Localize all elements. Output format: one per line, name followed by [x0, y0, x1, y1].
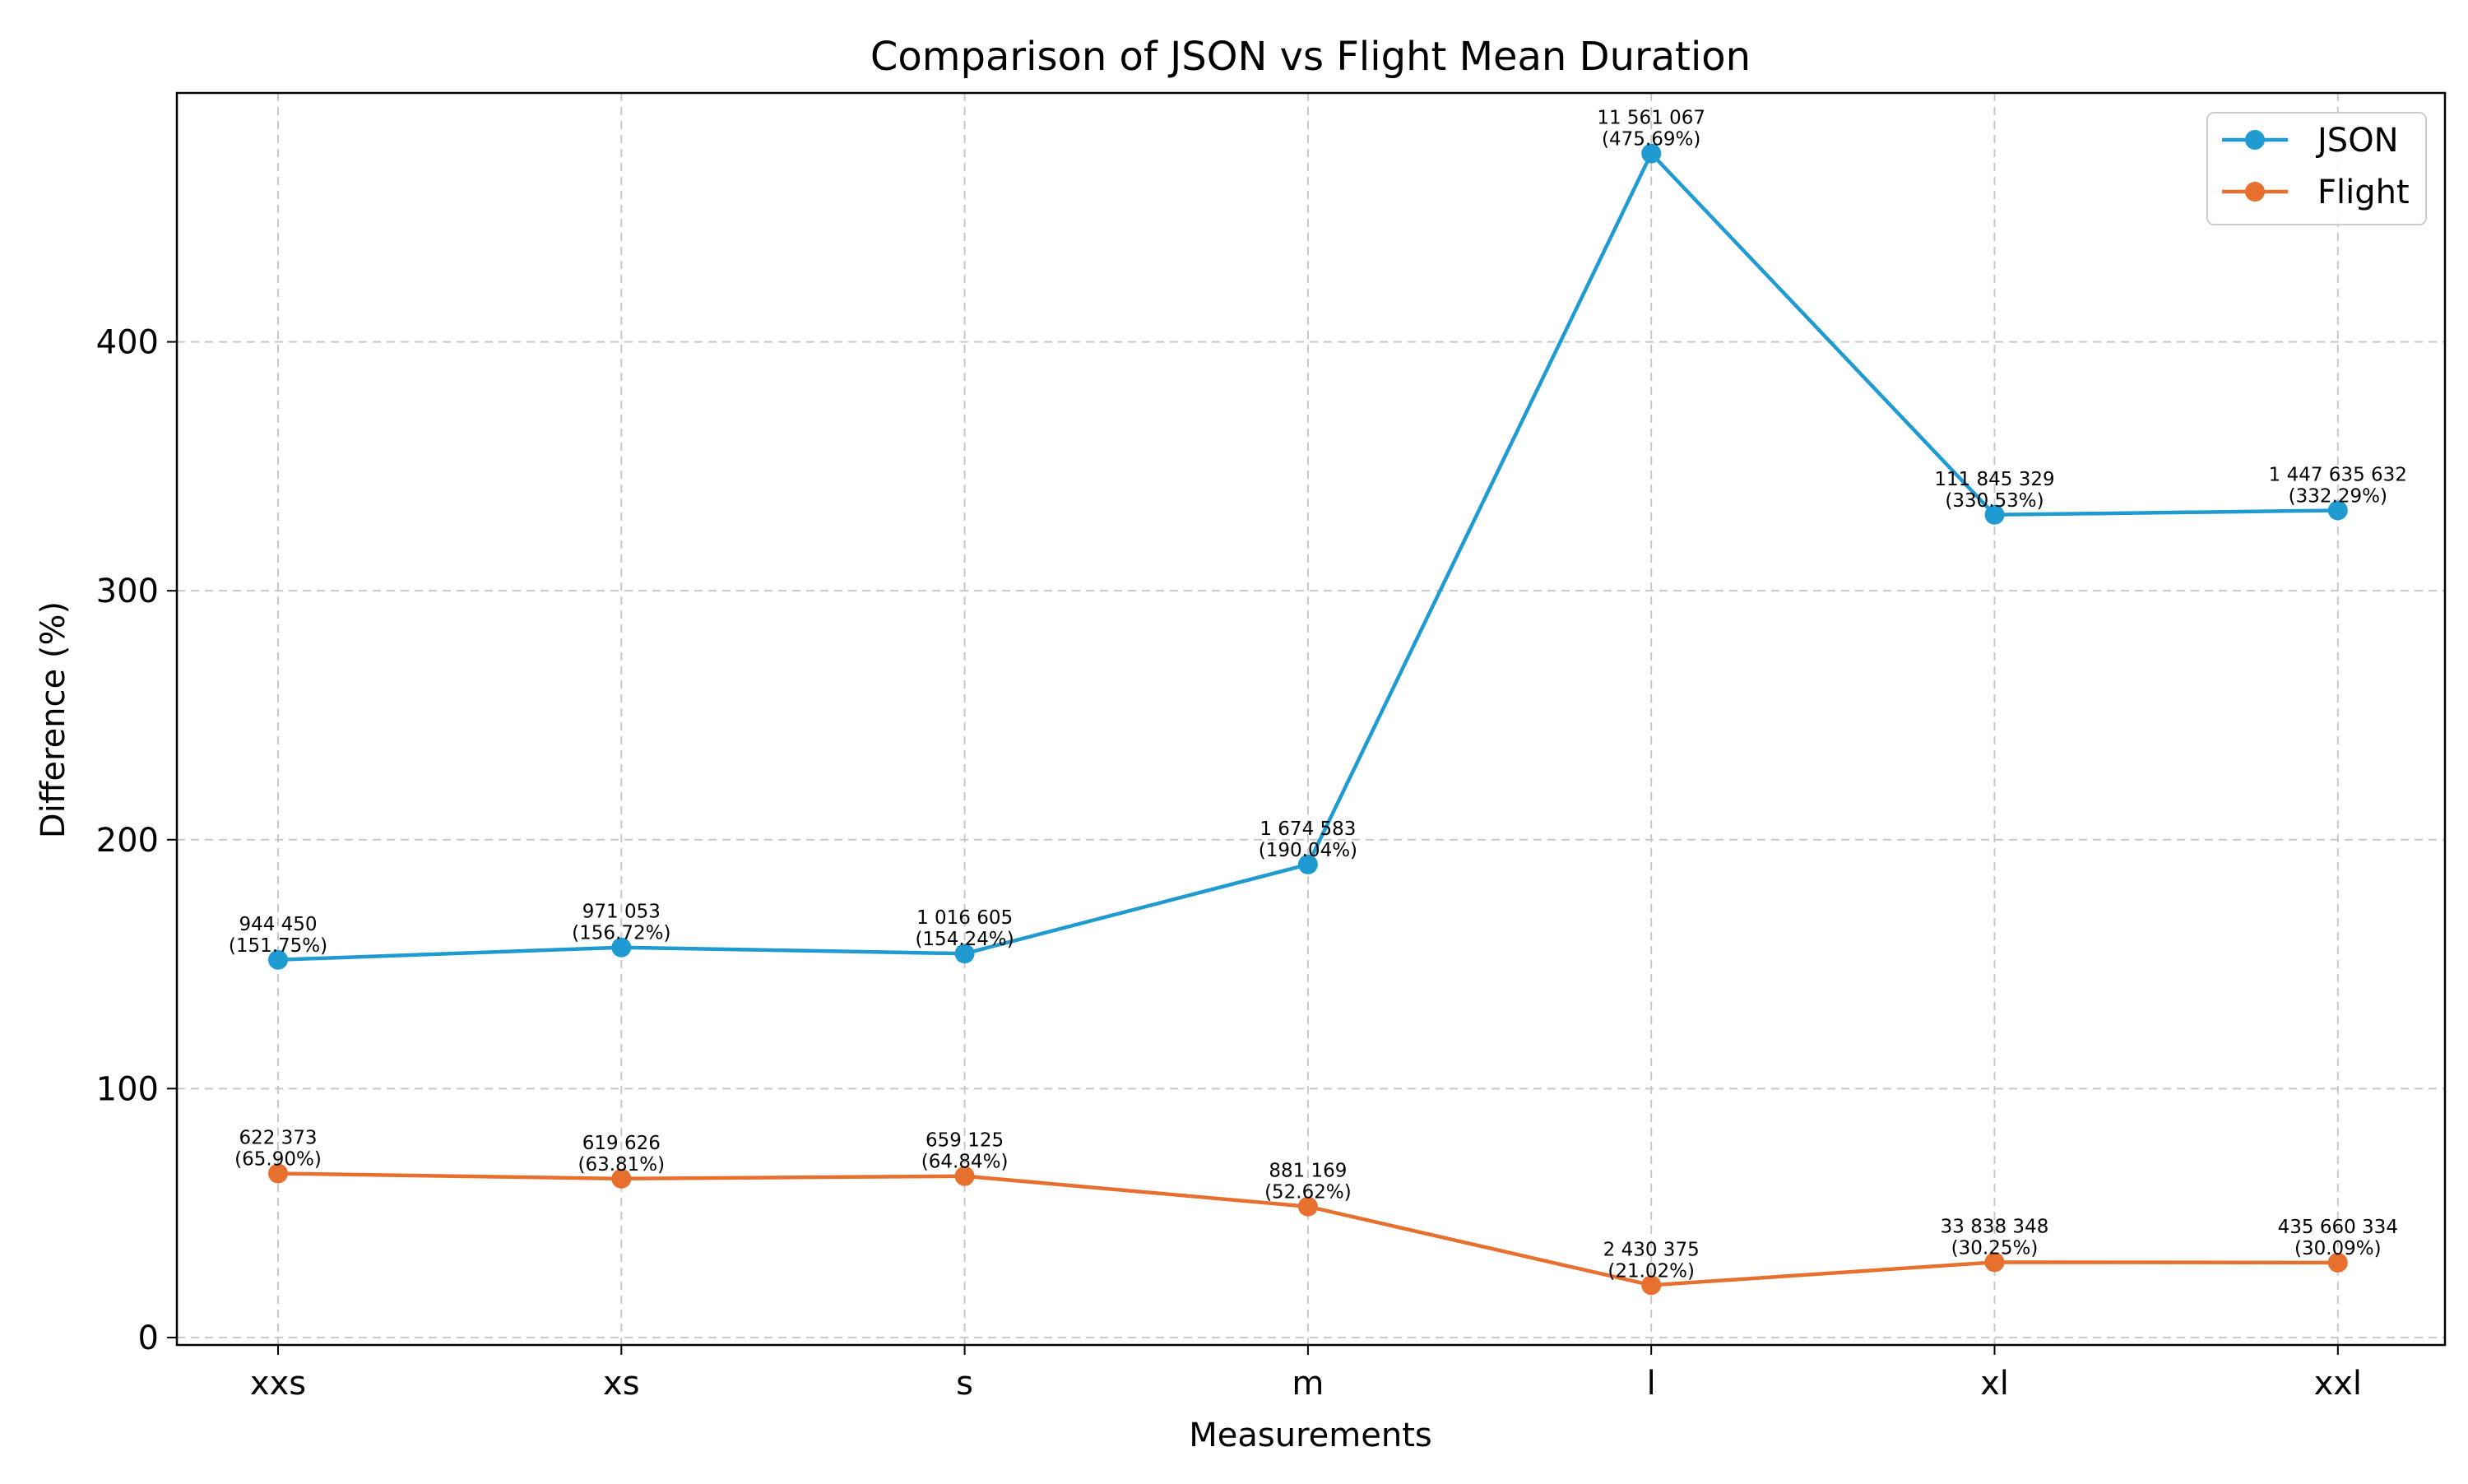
data-label: (30.25%) [1951, 1237, 2039, 1259]
data-point-flight [1297, 1196, 1318, 1217]
chart-title: Comparison of JSON vs Flight Mean Durati… [870, 34, 1751, 80]
x-tick-label: s [956, 1365, 973, 1403]
data-label: 111 845 329 [1934, 469, 2054, 490]
data-label: (63.81%) [578, 1154, 665, 1176]
data-label: (30.09%) [2294, 1238, 2382, 1259]
x-tick-label: xs [603, 1365, 640, 1403]
data-label: 622 373 [239, 1128, 317, 1149]
data-label: (64.84%) [921, 1152, 1009, 1173]
plot-frame [175, 91, 2447, 1347]
legend-marker-json [2245, 130, 2265, 150]
data-label: (475.69%) [1602, 129, 1700, 151]
data-point-flight [2327, 1252, 2348, 1273]
legend-label-flight: Flight [2317, 174, 2410, 211]
data-point-flight [268, 1163, 288, 1184]
x-axis-label: Measurements [1189, 1417, 1431, 1454]
y-tick-label: 200 [96, 822, 159, 860]
data-point-json [954, 944, 975, 964]
data-label: 11 561 067 [1597, 108, 1705, 129]
data-label: 33 838 348 [1941, 1216, 2049, 1237]
data-label: (156.72%) [572, 923, 670, 944]
data-point-json [268, 949, 288, 970]
data-label: (190.04%) [1259, 840, 1357, 861]
data-label: 881 169 [1269, 1161, 1347, 1182]
data-label: 1 016 605 [916, 907, 1013, 929]
data-label: 2 430 375 [1603, 1239, 1700, 1260]
y-tick-label: 300 [96, 573, 159, 610]
data-label: 1 674 583 [1260, 819, 1356, 840]
legend-marker-flight [2245, 182, 2265, 202]
x-tick-label: l [1647, 1365, 1656, 1403]
y-axis-label: Difference (%) [35, 601, 72, 838]
data-label: (154.24%) [915, 929, 1014, 950]
data-label: (65.90%) [234, 1149, 322, 1171]
data-label: 1 447 635 632 [2269, 464, 2407, 485]
y-tick-label: 0 [138, 1319, 159, 1357]
legend-label-json: JSON [2315, 122, 2399, 160]
x-tick-label: xl [1980, 1365, 2009, 1403]
data-point-json [2327, 500, 2348, 521]
data-point-flight [954, 1166, 975, 1186]
data-label: 619 626 [582, 1133, 661, 1154]
y-tick-label: 400 [96, 324, 159, 362]
data-label: (330.53%) [1945, 490, 2044, 512]
data-point-json [1984, 504, 2005, 525]
x-tick-label: xxs [250, 1365, 306, 1403]
data-point-json [1641, 143, 1662, 164]
data-label: (151.75%) [229, 935, 327, 957]
x-tick-label: xxl [2314, 1365, 2362, 1403]
data-label: (332.29%) [2289, 485, 2387, 507]
data-point-flight [1641, 1275, 1662, 1296]
data-label: 944 450 [239, 914, 317, 935]
data-point-json [611, 937, 632, 958]
data-point-json [1297, 854, 1318, 874]
data-label: 659 125 [926, 1130, 1004, 1152]
y-tick-label: 100 [96, 1070, 159, 1108]
data-label: (52.62%) [1264, 1182, 1352, 1203]
x-tick-label: m [1292, 1365, 1324, 1403]
data-label: 971 053 [582, 902, 661, 923]
data-point-flight [611, 1168, 632, 1189]
data-label: (21.02%) [1607, 1260, 1695, 1282]
data-label: 435 660 334 [2278, 1217, 2398, 1238]
data-point-flight [1984, 1252, 2005, 1273]
